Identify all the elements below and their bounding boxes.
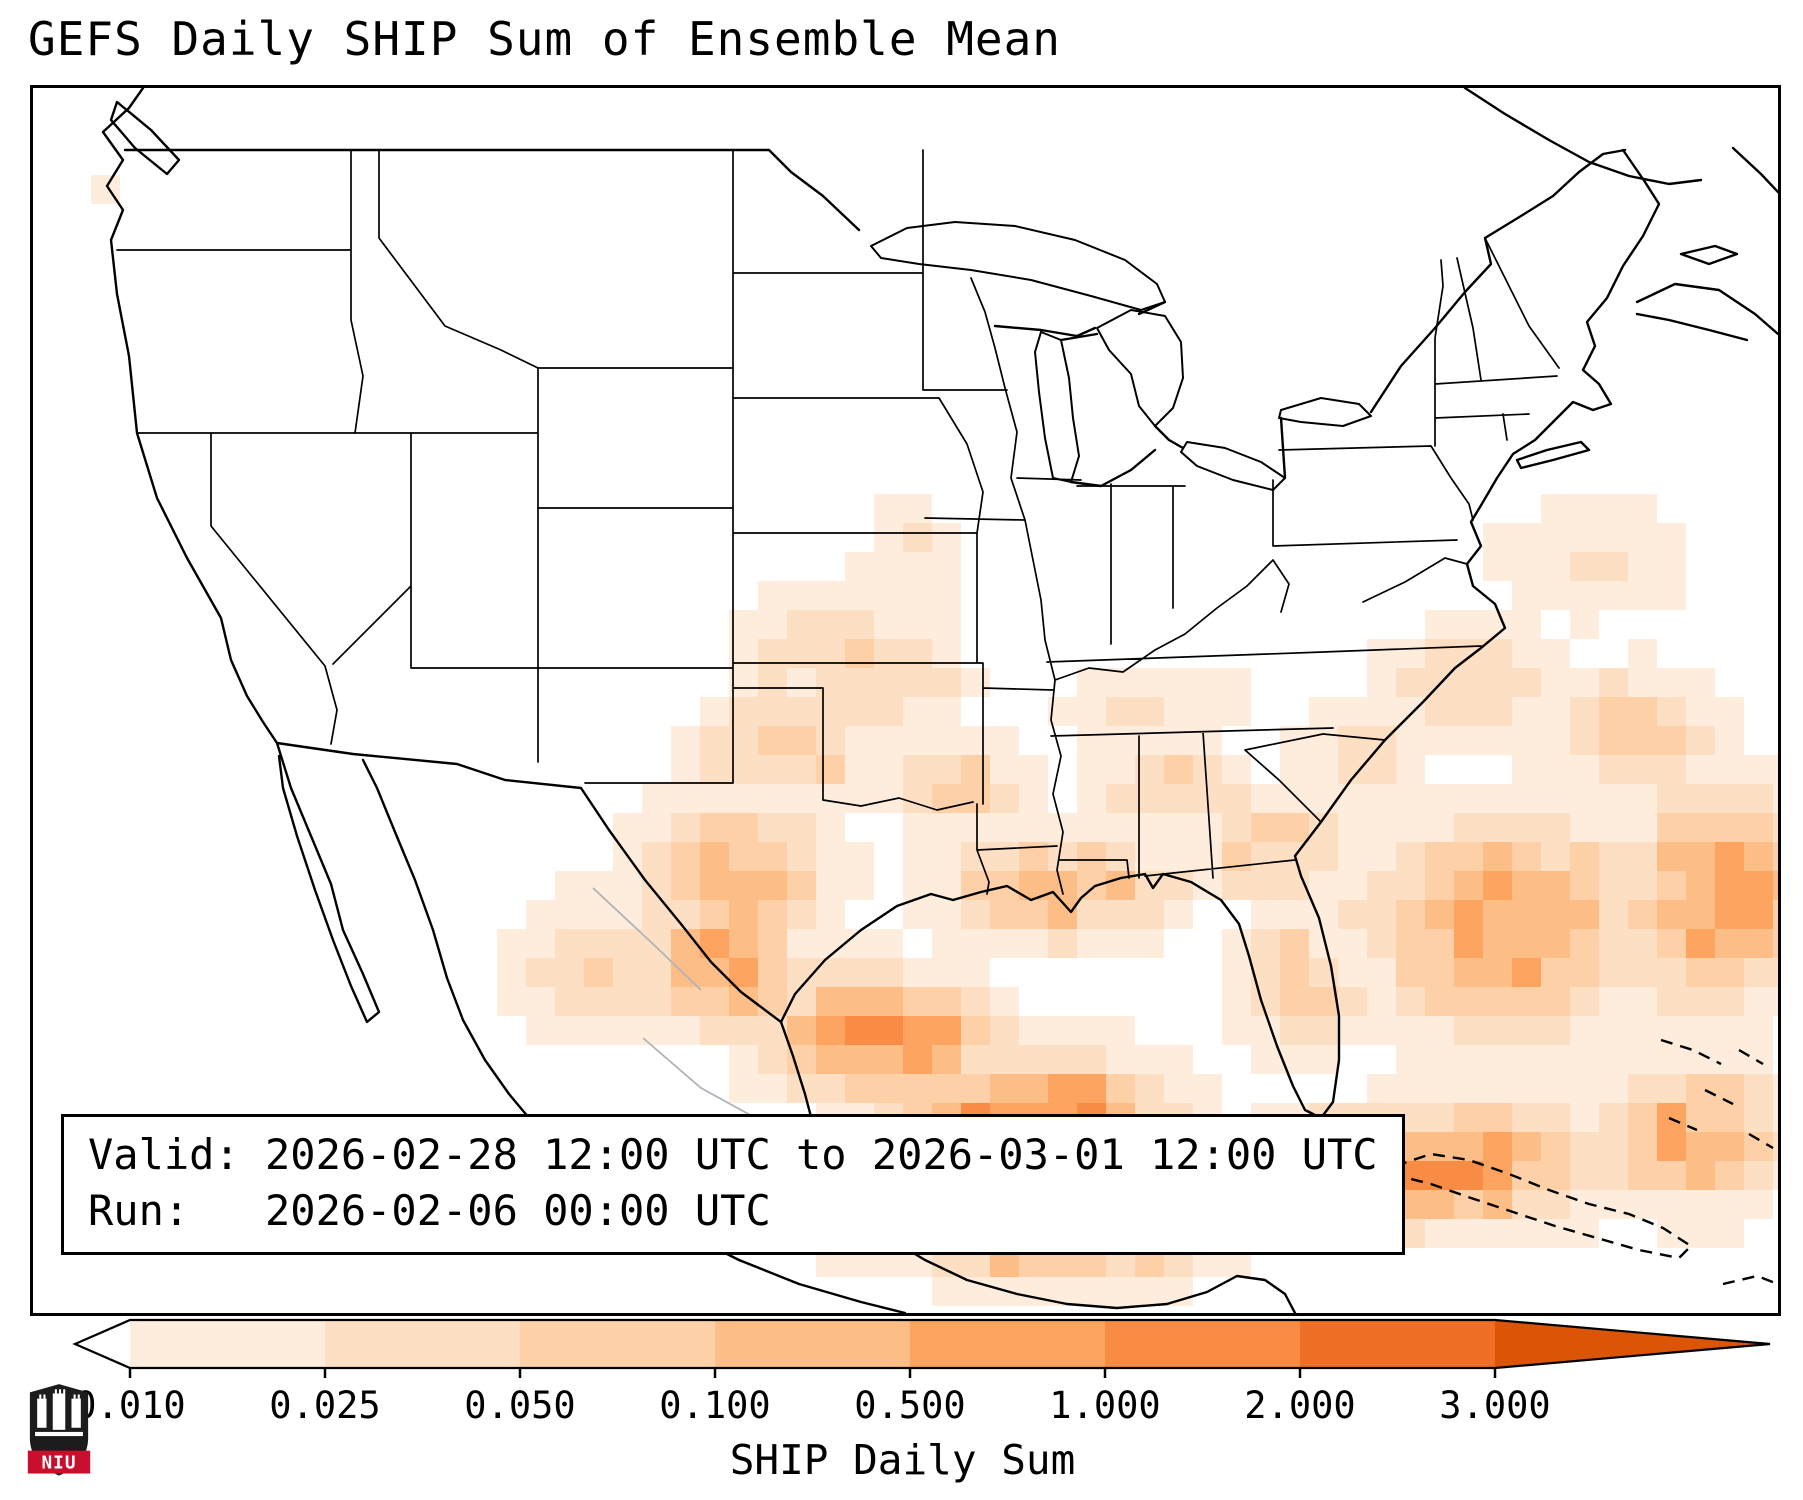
niagara-river: [1279, 416, 1287, 480]
lake-superior: [870, 221, 1166, 311]
mackinac-shore: [1059, 332, 1099, 342]
great-lakes: [870, 221, 1372, 491]
colorbar-tick-label: 0.100: [659, 1384, 770, 1427]
map-panel: Valid: 2026-02-28 12:00 UTC to 2026-03-0…: [30, 85, 1781, 1316]
lake-ontario: [1278, 397, 1372, 427]
long-island: [1515, 440, 1591, 470]
michigan-up-shore: [993, 324, 1097, 338]
colorbar-tick-label: 0.500: [854, 1384, 965, 1427]
lake-erie: [1180, 441, 1286, 491]
baja-california-coast: [275, 741, 381, 1024]
colorbar-tick-label: 1.000: [1049, 1384, 1160, 1427]
colorbar: 0.010 0.025 0.050 0.100 0.500 1.000 2.000 3.000: [72, 1318, 1771, 1427]
niu-banner: [27, 1450, 91, 1474]
colorbar-tick-label: 2.000: [1244, 1384, 1355, 1427]
valid-run-info-box: Valid: 2026-02-28 12:00 UTC to 2026-03-0…: [61, 1114, 1405, 1255]
mexico-pacific-coast: [361, 758, 907, 1313]
us-coast-outline: [101, 88, 1661, 1120]
gaspe-st-lawrence-coast: [1463, 88, 1703, 186]
dashed-islands: [1393, 1038, 1778, 1286]
lake-michigan: [1034, 331, 1080, 483]
colorbar-axis-label: SHIP Daily Sum: [729, 1436, 1076, 1484]
colorbar-tick-label: 0.050: [464, 1384, 575, 1427]
niu-logo-text: NIU: [41, 1453, 76, 1473]
plot-title: GEFS Daily SHIP Sum of Ensemble Mean: [28, 12, 1061, 66]
colorbar-tick-label: 3.000: [1439, 1384, 1550, 1427]
michigan-lp-shore: [1069, 448, 1157, 488]
st-marys-river: [1137, 300, 1167, 316]
cuba-outline: [1393, 1152, 1693, 1260]
prince-edward-island: [1679, 244, 1739, 266]
niu-castle-icon: [35, 1389, 83, 1449]
state-border-lines: [116, 149, 1560, 895]
vancouver-island: [109, 100, 181, 176]
state-borders: [116, 149, 1560, 895]
detroit-river: [1153, 424, 1185, 450]
nova-scotia-coast: [1635, 282, 1778, 342]
colorbar-tick-label: 0.010: [74, 1384, 185, 1427]
lake-huron: [1096, 309, 1184, 427]
colorbar-block: 0.010 0.025 0.050 0.100 0.500 1.000 2.000 3.000…: [30, 1314, 1775, 1484]
run-time-text: Run: 2026-02-06 00:00 UTC: [88, 1185, 771, 1235]
colorbar-tick-label: 0.025: [269, 1384, 380, 1427]
canada-border-west: [123, 148, 861, 232]
niu-logo: NIU: [27, 1384, 91, 1476]
valid-time-text: Valid: 2026-02-28 12:00 UTC to 2026-03-0…: [88, 1130, 1378, 1180]
us-map: [91, 88, 1778, 1313]
newfoundland-corner-coast: [1731, 146, 1778, 194]
